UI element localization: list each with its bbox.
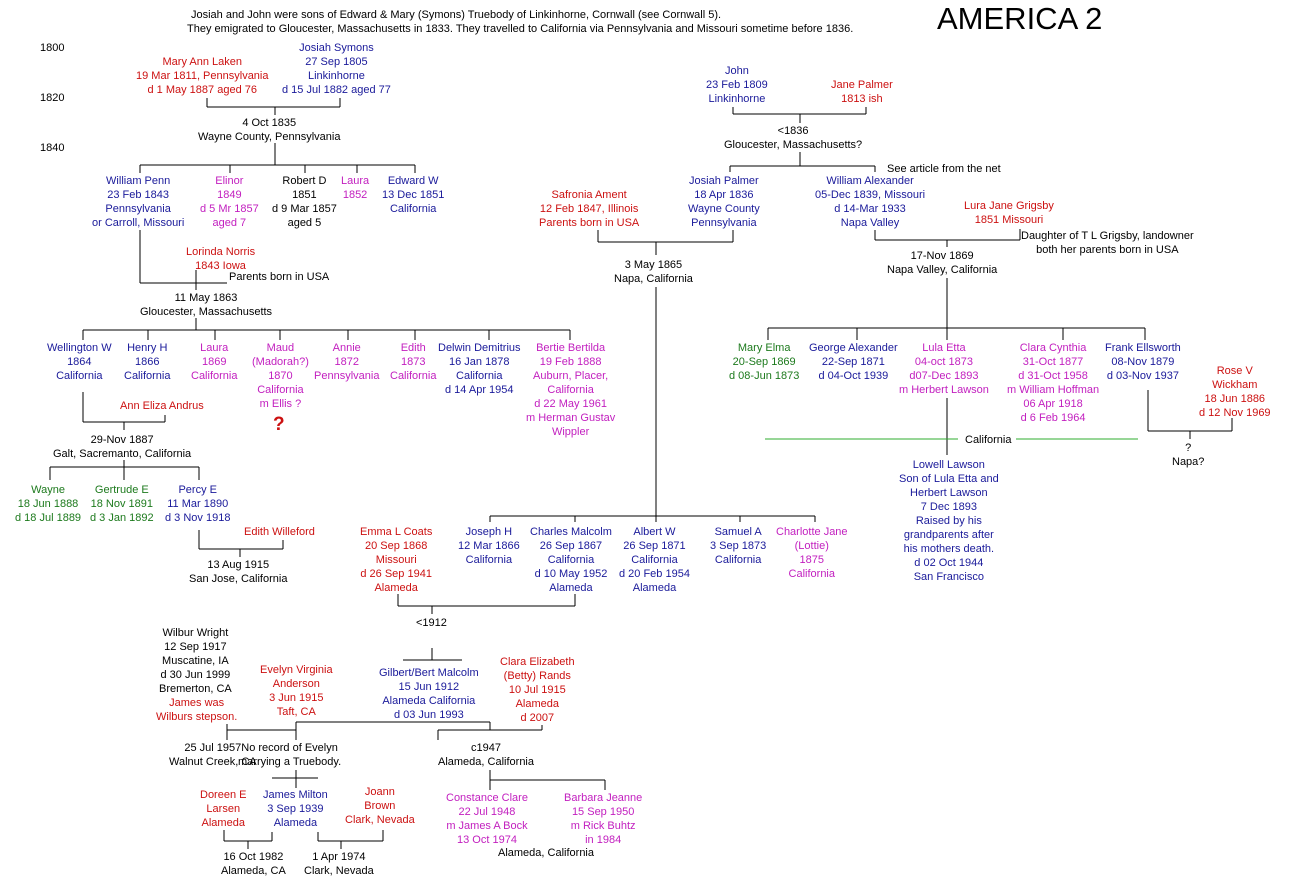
person-james-milton: James Milton 3 Sep 1939 Alameda bbox=[263, 789, 328, 829]
person-samuel-a: Samuel A 3 Sep 1873 California bbox=[710, 526, 767, 566]
person-john: John 23 Feb 1809 Linkinhorne bbox=[706, 65, 768, 105]
marriage-1915: 13 Aug 1915 San Jose, California bbox=[189, 559, 288, 585]
note-no-record: No record of Evelyn marrying a Truebody. bbox=[238, 742, 342, 768]
person-albert-w: Albert W 26 Sep 1871 California d 20 Feb… bbox=[619, 526, 690, 594]
note-grigsby: Daughter of T L Grigsby, landowner both … bbox=[1021, 230, 1194, 256]
marriage-1865: 3 May 1865 Napa, California bbox=[614, 259, 693, 285]
person-percy-e: Percy E 11 Mar 1890 d 3 Nov 1918 bbox=[165, 484, 231, 524]
person-maud: Maud (Madorah?) 1870 California m Ellis … bbox=[252, 342, 309, 410]
person-emma-l-coats: Emma L Coats 20 Sep 1868 Missouri d 26 S… bbox=[360, 526, 433, 594]
person-elinor: Elinor 1849 d 5 Mr 1857 aged 7 bbox=[200, 175, 259, 229]
person-barbara-jeanne: Barbara Jeanne 15 Sep 1950 m Rick Buhtz … bbox=[564, 792, 643, 846]
person-henry-h: Henry H 1866 California bbox=[124, 342, 171, 382]
marriage-1957: 25 Jul 1957 Walnut Creek, CA bbox=[169, 742, 257, 768]
year-marker-1820: 1820 bbox=[40, 92, 65, 104]
marriage-california: California bbox=[965, 434, 1012, 446]
person-clara-elizabeth: Clara Elizabeth (Betty) Rands 10 Jul 191… bbox=[500, 656, 575, 724]
person-gertrude-e: Gertrude E 18 Nov 1891 d 3 Jan 1892 bbox=[90, 484, 154, 524]
person-lorinda-norris: Lorinda Norris 1843 Iowa bbox=[186, 246, 256, 272]
person-safronia-ament: Safronia Ament 12 Feb 1847, Illinois Par… bbox=[539, 189, 640, 229]
marriage-1947: c1947 Alameda, California bbox=[438, 742, 534, 768]
marriage-1982: 16 Oct 1982 Alameda, CA bbox=[221, 851, 286, 877]
person-frank-ellsworth: Frank Ellsworth 08-Nov 1879 d 03-Nov 193… bbox=[1105, 342, 1181, 382]
person-annie: Annie 1872 Pennsylvania bbox=[314, 342, 380, 382]
marriage-1974: 1 Apr 1974 Clark, Nevada bbox=[304, 851, 374, 877]
person-ann-eliza-andrus: Ann Eliza Andrus bbox=[120, 400, 204, 412]
person-edward-w: Edward W 13 Dec 1851 California bbox=[382, 175, 445, 215]
marriage-napa: ? Napa? bbox=[1172, 442, 1205, 468]
marriage-alameda: Alameda, California bbox=[498, 847, 594, 859]
person-edith: Edith 1873 California bbox=[390, 342, 437, 382]
note-wilbur-stepson: James was Wilburs stepson. bbox=[156, 697, 238, 723]
person-mary-ann-laken: Mary Ann Laken 19 Mar 1811, Pennsylvania… bbox=[136, 56, 269, 96]
person-wellington-w: Wellington W 1864 California bbox=[47, 342, 112, 382]
person-william-alexander: William Alexander 05-Dec 1839, Missouri … bbox=[815, 175, 926, 229]
marriage-1835: 4 Oct 1835 Wayne County, Pennsylvania bbox=[198, 117, 341, 143]
person-wilbur-wright: Wilbur Wright 12 Sep 1917 Muscatine, IA … bbox=[159, 627, 232, 695]
person-constance-clare: Constance Clare 22 Jul 1948 m James A Bo… bbox=[446, 792, 528, 846]
person-lowell-lawson: Lowell Lawson Son of Lula Etta and Herbe… bbox=[899, 459, 999, 583]
person-rose-v-wickham: Rose V Wickham 18 Jun 1886 d 12 Nov 1969 bbox=[1199, 365, 1271, 419]
page-title: AMERICA 2 bbox=[937, 1, 1103, 36]
person-jane-palmer: Jane Palmer 1813 ish bbox=[831, 79, 893, 105]
intro-text-line2: They emigrated to Gloucester, Massachuse… bbox=[187, 23, 854, 35]
person-robert-d: Robert D 1851 d 9 Mar 1857 aged 5 bbox=[272, 175, 337, 229]
note-parents-usa: Parents born in USA bbox=[229, 271, 330, 283]
marriage-1912: <1912 bbox=[416, 617, 447, 629]
intro-text-line1: Josiah and John were sons of Edward & Ma… bbox=[191, 9, 722, 21]
note-article: See article from the net bbox=[887, 163, 1001, 175]
marriage-1863: 11 May 1863 Gloucester, Massachusetts bbox=[140, 292, 273, 318]
question-mark-icon: ? bbox=[273, 414, 285, 435]
person-george-alexander: George Alexander 22-Sep 1871 d 04-Oct 19… bbox=[809, 342, 898, 382]
person-wayne: Wayne 18 Jun 1888 d 18 Jul 1889 bbox=[15, 484, 82, 524]
person-laura-1852: Laura 1852 bbox=[341, 175, 370, 201]
person-edith-willeford: Edith Willeford bbox=[244, 526, 315, 538]
marriage-1836: <1836 Gloucester, Massachusetts? bbox=[724, 125, 863, 151]
person-charles-malcolm: Charles Malcolm 26 Sep 1867 California d… bbox=[530, 526, 612, 594]
person-joann-brown: Joann Brown Clark, Nevada bbox=[345, 786, 415, 826]
person-delwin-demitrius: Delwin Demitrius 16 Jan 1878 California … bbox=[438, 342, 521, 396]
marriage-1887: 29-Nov 1887 Galt, Sacremanto, California bbox=[53, 434, 192, 460]
person-josiah-symons: Josiah Symons 27 Sep 1805 Linkinhorne d … bbox=[282, 42, 391, 96]
person-clara-cynthia: Clara Cynthia 31-Oct 1877 d 31-Oct 1958 … bbox=[1007, 342, 1100, 424]
year-marker-1840: 1840 bbox=[40, 142, 65, 154]
person-doreen-e-larsen: Doreen E Larsen Alameda bbox=[200, 789, 247, 829]
person-evelyn-virginia: Evelyn Virginia Anderson 3 Jun 1915 Taft… bbox=[260, 664, 333, 718]
person-william-penn: William Penn 23 Feb 1843 Pennsylvania or… bbox=[92, 175, 185, 229]
year-marker-1800: 1800 bbox=[40, 42, 65, 54]
person-charlotte-jane: Charlotte Jane (Lottie) 1875 California bbox=[776, 526, 848, 580]
person-laura-1869: Laura 1869 California bbox=[191, 342, 238, 382]
person-lura-jane-grigsby: Lura Jane Grigsby 1851 Missouri bbox=[964, 200, 1054, 226]
person-mary-elma: Mary Elma 20-Sep 1869 d 08-Jun 1873 bbox=[729, 342, 800, 382]
person-joseph-h: Joseph H 12 Mar 1866 California bbox=[458, 526, 520, 566]
person-lula-etta: Lula Etta 04-oct 1873 d07-Dec 1893 m Her… bbox=[899, 342, 989, 396]
person-bertie-bertilda: Bertie Bertilda 19 Feb 1888 Auburn, Plac… bbox=[526, 342, 616, 438]
person-gilbert-bert-malcolm: Gilbert/Bert Malcolm 15 Jun 1912 Alameda… bbox=[379, 667, 479, 721]
marriage-1869: 17-Nov 1869 Napa Valley, California bbox=[887, 250, 998, 276]
person-josiah-palmer: Josiah Palmer 18 Apr 1836 Wayne County P… bbox=[688, 175, 760, 229]
